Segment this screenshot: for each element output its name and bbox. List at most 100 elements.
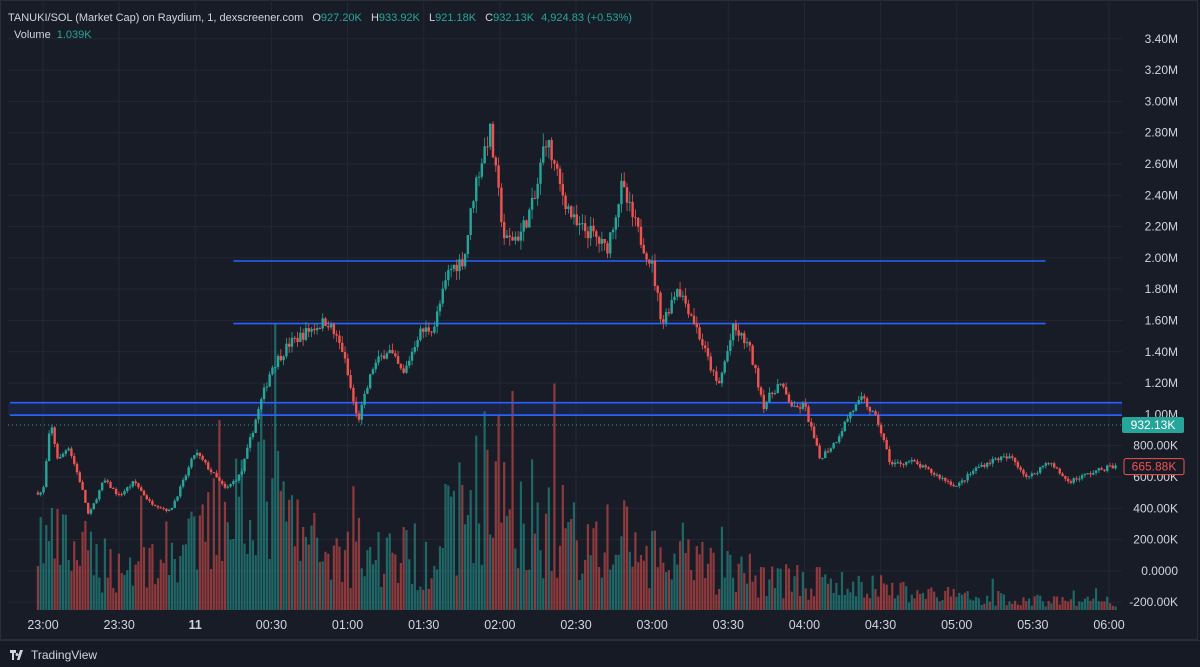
candle-body bbox=[1055, 467, 1059, 469]
volume-bar bbox=[452, 490, 456, 610]
volume-bar bbox=[567, 521, 570, 610]
candle-body bbox=[782, 383, 785, 387]
volume-bar bbox=[595, 521, 598, 610]
candle-body bbox=[751, 345, 754, 365]
candle-body bbox=[664, 312, 668, 323]
candle-body bbox=[516, 236, 520, 241]
x-tick-label: 23:30 bbox=[104, 618, 135, 632]
volume-bar bbox=[480, 564, 483, 610]
candle-body bbox=[240, 471, 243, 475]
close-value: 932.13K bbox=[493, 12, 535, 24]
volume-bar bbox=[56, 508, 59, 610]
candle-body bbox=[678, 289, 682, 297]
volume-bar bbox=[399, 562, 402, 610]
volume-bar bbox=[910, 594, 913, 610]
candle-body bbox=[307, 328, 310, 332]
x-axis: 23:00 23:30 11 00:30 01:00 01:30 02:00 02:30 03:… bbox=[27, 618, 1124, 632]
volume-bar bbox=[625, 506, 629, 610]
volume-bar bbox=[112, 587, 115, 610]
candle-body bbox=[424, 327, 428, 332]
candle-body bbox=[818, 445, 821, 459]
candle-body bbox=[1106, 465, 1109, 471]
volume-bar bbox=[346, 531, 349, 610]
price-label-text: 665.88K bbox=[1132, 460, 1177, 474]
candle-body bbox=[237, 474, 241, 481]
volume-bar bbox=[260, 408, 263, 610]
candle-body bbox=[327, 325, 330, 328]
volume-bar bbox=[70, 570, 73, 610]
candle-body bbox=[299, 332, 302, 342]
tradingview-brand[interactable]: TradingView bbox=[10, 648, 97, 662]
volume-bar bbox=[815, 567, 818, 610]
candle-body bbox=[784, 386, 788, 395]
candle-body bbox=[349, 375, 352, 388]
volume-bar bbox=[505, 515, 509, 610]
volume-bar bbox=[676, 564, 679, 610]
volume-bar bbox=[589, 555, 592, 610]
volume-bar bbox=[126, 570, 129, 610]
candle-body bbox=[838, 436, 841, 443]
volume-bar bbox=[1055, 596, 1059, 610]
y-tick-label: -200.00K bbox=[1129, 595, 1178, 609]
volume-bar bbox=[450, 496, 453, 610]
candle-body bbox=[991, 458, 994, 464]
close-label: C bbox=[485, 12, 494, 24]
volume-bar bbox=[343, 550, 347, 610]
candle-body bbox=[801, 403, 805, 409]
candle-body bbox=[687, 303, 690, 315]
candle-body bbox=[416, 340, 419, 348]
volume-bar bbox=[743, 573, 746, 610]
y-tick-label: 0.0000 bbox=[1141, 564, 1178, 578]
candle-body bbox=[472, 201, 475, 209]
candle-body bbox=[371, 369, 375, 375]
volume-bar bbox=[556, 577, 559, 610]
volume-bar bbox=[1019, 605, 1022, 610]
volume-bar bbox=[1094, 588, 1098, 610]
chart-canvas[interactable]: 3.40M 3.20M 3.00M 2.80M 2.60M 2.40M 2.20M 2.00M… bbox=[0, 0, 1200, 640]
candle-body bbox=[1002, 456, 1006, 458]
volume-bar bbox=[148, 547, 151, 610]
volume-bar bbox=[955, 596, 958, 610]
volume-bar bbox=[935, 597, 939, 610]
volume-bar bbox=[1053, 596, 1056, 610]
candle-body bbox=[332, 323, 336, 335]
high-value: 933.92K bbox=[378, 12, 420, 24]
candle-body bbox=[659, 292, 662, 320]
volume-bar bbox=[648, 588, 651, 610]
candle-body bbox=[528, 209, 531, 228]
volume-bar bbox=[327, 553, 330, 610]
candle-body bbox=[232, 481, 235, 485]
volume-bar bbox=[765, 596, 768, 610]
volume-bar bbox=[360, 568, 363, 610]
y-tick-label: 1.80M bbox=[1145, 282, 1178, 296]
candle-body bbox=[274, 366, 277, 368]
volume-bar bbox=[461, 484, 464, 610]
volume-bar bbox=[1097, 601, 1100, 610]
candle-body bbox=[854, 404, 858, 411]
candle-body bbox=[578, 223, 581, 226]
volume-bar bbox=[176, 582, 179, 610]
candle-body bbox=[190, 458, 193, 468]
volume-bar bbox=[899, 582, 902, 610]
candle-body bbox=[997, 458, 1000, 461]
volume-bar bbox=[1106, 596, 1109, 610]
candle-body bbox=[187, 467, 190, 476]
candle-body bbox=[938, 474, 941, 479]
candle-body bbox=[896, 462, 900, 464]
candle-body bbox=[475, 177, 478, 202]
volume-legend: Volume 1.039K bbox=[14, 29, 92, 41]
candle-body bbox=[173, 500, 176, 508]
volume-bar bbox=[444, 484, 447, 610]
candle-body bbox=[1005, 456, 1008, 459]
volume-bar bbox=[154, 584, 157, 610]
candle-body bbox=[717, 381, 721, 384]
volume-bar bbox=[885, 584, 888, 610]
candle-body bbox=[586, 231, 590, 239]
volume-bar bbox=[377, 532, 380, 610]
candle-body bbox=[100, 482, 104, 491]
volume-bar bbox=[930, 587, 933, 610]
volume-bar bbox=[980, 604, 983, 610]
volume-bar bbox=[1100, 601, 1103, 610]
volume-bar bbox=[1050, 603, 1053, 610]
volume-bar bbox=[754, 575, 757, 610]
